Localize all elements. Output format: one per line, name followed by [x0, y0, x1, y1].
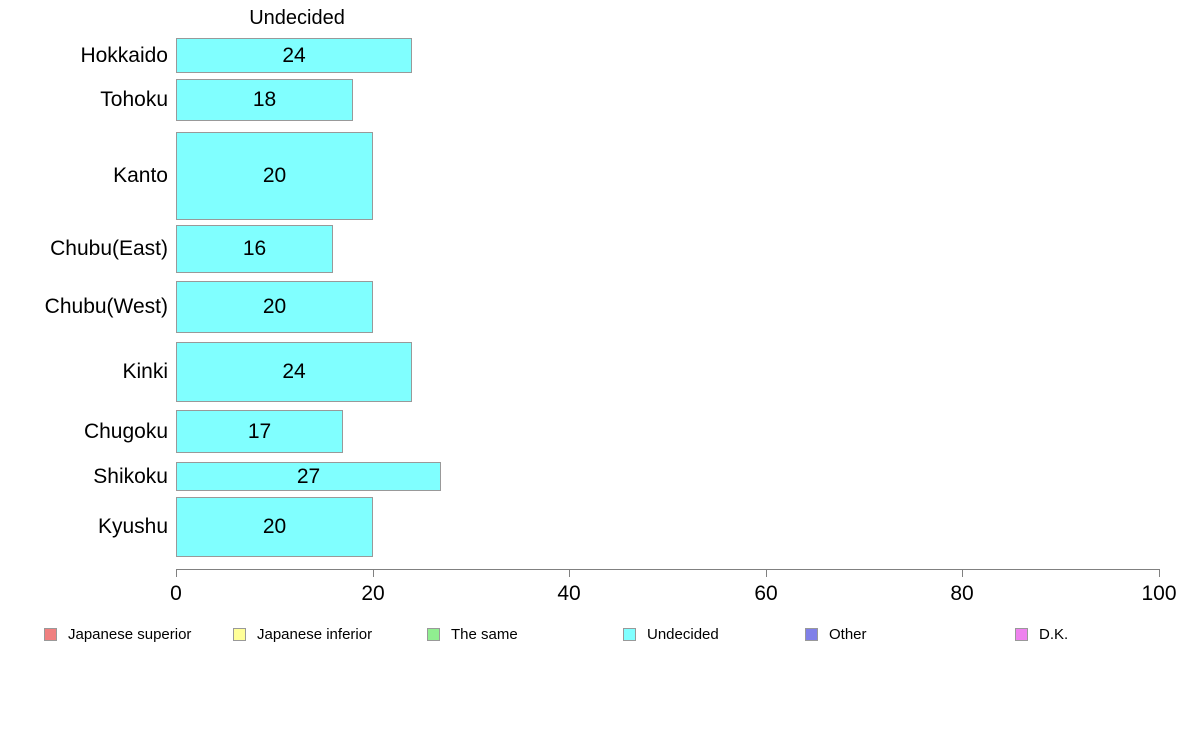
bar-value-label: 24	[282, 43, 306, 67]
bar-value-label: 20	[262, 515, 287, 538]
category-label-kyushu: Kyushu	[97, 515, 168, 538]
bar-value-label: 24	[282, 360, 306, 383]
x-axis-tick	[766, 569, 767, 577]
legend-swatch	[1015, 628, 1028, 641]
legend-label: The same	[451, 626, 518, 643]
bar-chubu-west-: 20	[176, 281, 373, 333]
category-label-chugoku: Chugoku	[83, 419, 168, 443]
legend-swatch	[805, 628, 818, 641]
bar-value-label: 18	[252, 88, 277, 111]
bar-hokkaido: 24	[176, 38, 412, 73]
chart-title: Undecided	[249, 7, 345, 29]
x-axis-tick	[962, 569, 963, 577]
legend-item-undecided: Undecided	[623, 626, 719, 643]
x-axis-tick-label: 0	[170, 582, 182, 605]
x-axis-line	[176, 569, 1160, 570]
bar-chugoku: 17	[176, 410, 343, 453]
bar-value-label: 17	[247, 419, 272, 443]
x-axis-tick-label: 100	[1141, 582, 1177, 605]
x-axis-tick-label: 80	[950, 582, 974, 605]
legend-item-the-same: The same	[427, 626, 518, 643]
legend-swatch	[233, 628, 246, 641]
legend-label: D.K.	[1039, 626, 1069, 643]
bar-kyushu: 20	[176, 497, 373, 557]
x-axis-tick-label: 60	[754, 582, 778, 605]
bar-value-label: 16	[242, 237, 267, 260]
legend-item-other: Other	[805, 626, 867, 643]
x-axis-tick	[176, 569, 177, 577]
bar-value-label: 20	[262, 295, 287, 318]
bar-kanto: 20	[176, 132, 373, 220]
legend-swatch	[623, 628, 636, 641]
x-axis-tick-label: 40	[557, 582, 581, 605]
bar-shikoku: 27	[176, 462, 441, 491]
legend-item-japanese-inferior: Japanese inferior	[233, 626, 372, 643]
legend-label: Undecided	[647, 626, 719, 643]
legend-label: Other	[829, 626, 867, 643]
legend-swatch	[427, 628, 440, 641]
x-axis-tick	[373, 569, 374, 577]
category-label-kinki: Kinki	[122, 360, 168, 383]
bar-tohoku: 18	[176, 79, 353, 121]
category-label-chubu-west-: Chubu(West)	[44, 295, 168, 318]
bar-value-label: 27	[296, 464, 321, 488]
bar-kinki: 24	[176, 342, 412, 402]
x-axis-tick	[569, 569, 570, 577]
category-label-hokkaido: Hokkaido	[80, 43, 168, 67]
legend-item-japanese-superior: Japanese superior	[44, 626, 191, 643]
category-label-chubu-east-: Chubu(East)	[50, 237, 168, 260]
x-axis-tick-label: 20	[361, 582, 385, 605]
category-label-tohoku: Tohoku	[100, 88, 168, 111]
category-label-shikoku: Shikoku	[93, 464, 168, 488]
x-axis-tick	[1159, 569, 1160, 577]
legend-label: Japanese superior	[68, 626, 192, 643]
legend-item-d-k-: D.K.	[1015, 626, 1068, 643]
legend-swatch	[44, 628, 57, 641]
legend-label: Japanese inferior	[257, 626, 373, 643]
bar-value-label: 20	[262, 164, 287, 187]
bar-chubu-east-: 16	[176, 225, 333, 273]
category-label-kanto: Kanto	[113, 164, 168, 187]
